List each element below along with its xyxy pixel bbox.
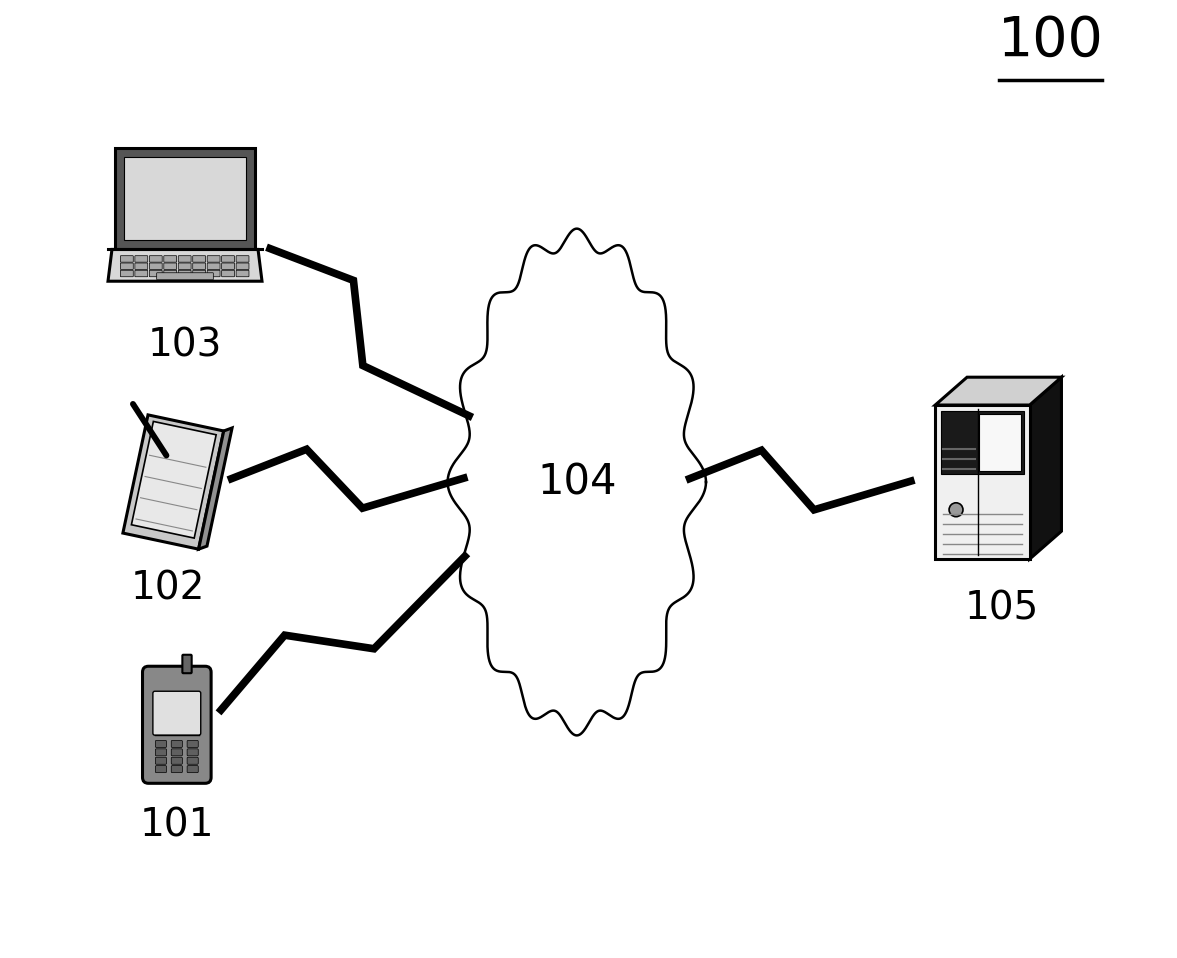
FancyBboxPatch shape [120,256,133,262]
Polygon shape [115,148,254,249]
FancyBboxPatch shape [149,270,162,277]
Text: 100: 100 [998,14,1103,68]
FancyBboxPatch shape [193,263,206,269]
FancyBboxPatch shape [221,263,234,269]
Polygon shape [108,249,262,282]
Polygon shape [447,229,706,736]
FancyBboxPatch shape [153,692,201,735]
FancyBboxPatch shape [135,263,148,269]
FancyBboxPatch shape [178,263,191,269]
FancyBboxPatch shape [237,270,250,277]
FancyBboxPatch shape [207,256,220,262]
FancyBboxPatch shape [193,270,206,277]
FancyBboxPatch shape [221,256,234,262]
Text: 101: 101 [140,807,214,844]
FancyBboxPatch shape [221,270,234,277]
FancyBboxPatch shape [155,741,166,747]
Text: 104: 104 [537,461,617,503]
FancyBboxPatch shape [182,654,192,673]
Polygon shape [125,157,246,240]
FancyBboxPatch shape [164,263,177,269]
Text: 105: 105 [965,589,1039,627]
FancyBboxPatch shape [135,256,148,262]
FancyBboxPatch shape [187,749,198,756]
FancyBboxPatch shape [171,749,182,756]
FancyBboxPatch shape [187,765,198,773]
FancyBboxPatch shape [149,256,162,262]
Polygon shape [942,411,1024,474]
FancyBboxPatch shape [120,263,133,269]
FancyBboxPatch shape [157,273,213,280]
FancyBboxPatch shape [187,757,198,764]
Polygon shape [936,377,1062,405]
FancyBboxPatch shape [178,256,191,262]
FancyBboxPatch shape [207,263,220,269]
Polygon shape [1030,377,1062,559]
FancyBboxPatch shape [207,270,220,277]
FancyBboxPatch shape [193,256,206,262]
FancyBboxPatch shape [187,741,198,747]
FancyBboxPatch shape [155,749,166,756]
Polygon shape [122,415,224,549]
FancyBboxPatch shape [155,757,166,764]
FancyBboxPatch shape [120,270,133,277]
FancyBboxPatch shape [237,263,250,269]
FancyBboxPatch shape [171,741,182,747]
FancyBboxPatch shape [149,263,162,269]
FancyBboxPatch shape [142,666,211,784]
FancyBboxPatch shape [237,256,250,262]
FancyBboxPatch shape [171,765,182,773]
Polygon shape [936,405,1030,559]
FancyBboxPatch shape [164,270,177,277]
Polygon shape [132,422,217,538]
FancyBboxPatch shape [178,270,191,277]
FancyBboxPatch shape [171,757,182,764]
Polygon shape [979,414,1020,471]
Polygon shape [199,428,232,549]
FancyBboxPatch shape [164,256,177,262]
Text: 102: 102 [131,569,206,607]
Text: 103: 103 [148,327,222,365]
FancyBboxPatch shape [155,765,166,773]
Circle shape [949,503,963,516]
FancyBboxPatch shape [135,270,148,277]
